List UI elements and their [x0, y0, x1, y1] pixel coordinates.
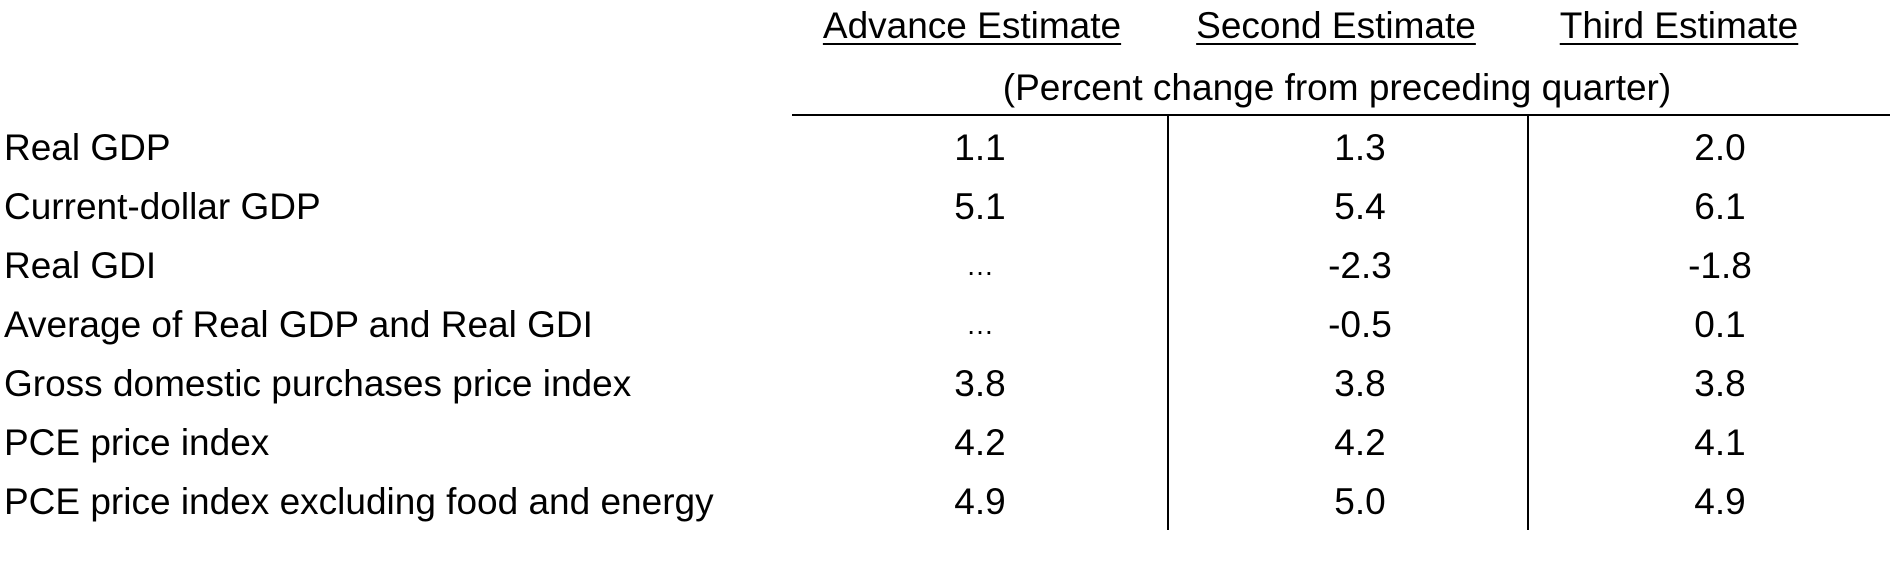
cell-second: 5.4 — [1334, 186, 1386, 227]
table-row: Real GDP 1.1 1.3 2.0 — [0, 119, 1900, 177]
row-label: PCE price index excluding food and energ… — [4, 481, 714, 522]
table-row: Real GDI … -2.3 -1.8 — [0, 237, 1900, 295]
cell-second: -2.3 — [1328, 245, 1392, 286]
table-row: Average of Real GDP and Real GDI … -0.5 … — [0, 296, 1900, 354]
cell-third: -1.8 — [1688, 245, 1752, 286]
table-row: PCE price index excluding food and energ… — [0, 473, 1900, 531]
cell-third: 0.1 — [1694, 304, 1746, 345]
column-divider — [1167, 116, 1169, 530]
cell-advance: 1.1 — [954, 127, 1006, 168]
cell-third: 4.9 — [1694, 481, 1746, 522]
cell-third: 6.1 — [1694, 186, 1746, 227]
cell-advance: 4.9 — [954, 481, 1006, 522]
table-row: PCE price index 4.2 4.2 4.1 — [0, 414, 1900, 472]
cell-advance: 4.2 — [954, 422, 1006, 463]
row-label: PCE price index — [4, 422, 270, 463]
cell-third: 2.0 — [1694, 127, 1746, 168]
table-row: Current-dollar GDP 5.1 5.4 6.1 — [0, 178, 1900, 236]
cell-advance: … — [966, 309, 994, 340]
column-divider — [1527, 116, 1529, 530]
cell-second: 1.3 — [1334, 127, 1386, 168]
column-header-second-estimate: Second Estimate — [1196, 5, 1476, 46]
row-label: Average of Real GDP and Real GDI — [4, 304, 593, 345]
cell-advance: … — [966, 250, 994, 281]
row-label: Current-dollar GDP — [4, 186, 321, 227]
row-label: Gross domestic purchases price index — [4, 363, 632, 404]
cell-advance: 5.1 — [954, 186, 1006, 227]
cell-second: -0.5 — [1328, 304, 1392, 345]
cell-third: 4.1 — [1694, 422, 1746, 463]
row-label: Real GDI — [4, 245, 157, 286]
table-row: Gross domestic purchases price index 3.8… — [0, 355, 1900, 413]
column-header-advance-estimate: Advance Estimate — [822, 5, 1122, 46]
cell-second: 3.8 — [1334, 363, 1386, 404]
header-divider — [792, 114, 1890, 116]
cell-second: 4.2 — [1334, 422, 1386, 463]
units-subheader: (Percent change from preceding quarter) — [1002, 67, 1672, 108]
cell-second: 5.0 — [1334, 481, 1386, 522]
column-header-third-estimate: Third Estimate — [1559, 5, 1799, 46]
cell-advance: 3.8 — [954, 363, 1006, 404]
cell-third: 3.8 — [1694, 363, 1746, 404]
row-label: Real GDP — [4, 127, 171, 168]
